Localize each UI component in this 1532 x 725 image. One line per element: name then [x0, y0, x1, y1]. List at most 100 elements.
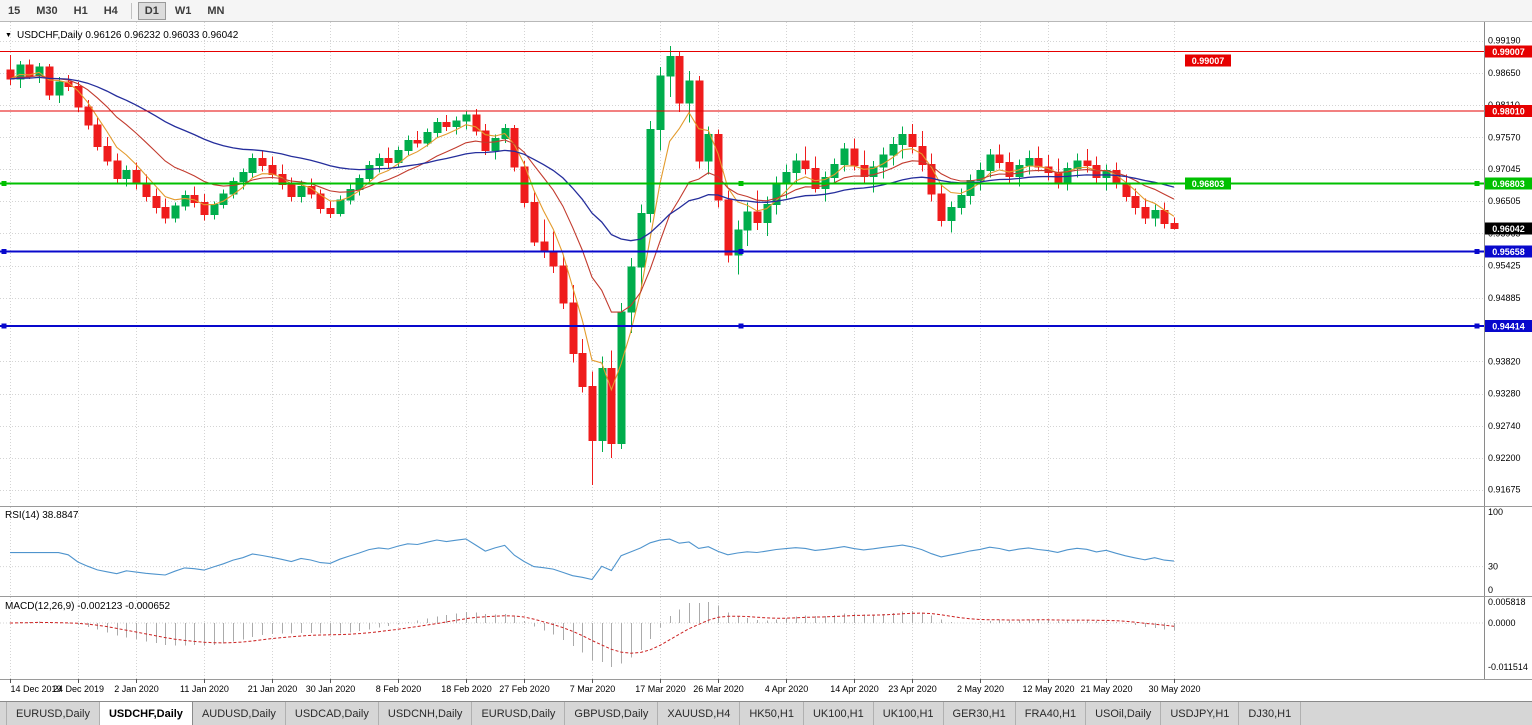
macd-axis-label: 0.005818 — [1488, 597, 1526, 607]
chart-tab-HK50-H1[interactable]: HK50,H1 — [740, 702, 804, 725]
candlesticks — [6, 46, 1179, 486]
date-axis-label: 21 Jan 2020 — [248, 684, 298, 694]
chart-window: 0.990070.968030.991900.986500.981100.975… — [0, 22, 1532, 701]
timeframe-button-H4[interactable]: H4 — [97, 2, 125, 20]
line-handle[interactable] — [738, 180, 744, 186]
date-axis-label: 21 May 2020 — [1080, 684, 1132, 694]
ma-medium — [9, 74, 1175, 313]
date-axis-label: 17 Mar 2020 — [635, 684, 686, 694]
line-handle[interactable] — [738, 323, 744, 329]
panel-titles: ▼ USDCHF,Daily 0.96126 0.96232 0.96033 0.… — [5, 30, 239, 612]
date-axis-label: 11 Jan 2020 — [180, 684, 229, 694]
price-chart-svg: 0.99007 0.968030.991900.986500.981100.975… — [0, 22, 1532, 694]
axes: 0.991900.986500.981100.975700.970450.965… — [0, 22, 1532, 694]
timeframe-button-D1[interactable]: D1 — [137, 1, 166, 20]
chart-price-badge-label: 0.99007 — [1192, 56, 1225, 66]
axis-price-badge — [1485, 319, 1532, 332]
price-axis-label: 0.95425 — [1488, 261, 1521, 271]
date-axis-label: 14 Apr 2020 — [830, 684, 879, 694]
price-axis-label: 0.93820 — [1488, 356, 1521, 366]
line-handle[interactable] — [1, 323, 7, 329]
moving-averages — [9, 71, 1175, 392]
line-handle[interactable] — [738, 249, 744, 255]
line-handle[interactable] — [1474, 249, 1480, 255]
chart-tab-XAUUSD-H4[interactable]: XAUUSD,H4 — [658, 702, 741, 725]
chart-price-badge — [1185, 177, 1231, 190]
timeframe-button-W1[interactable]: W1 — [168, 2, 199, 20]
chart-tabs-bar: EURUSD,Daily USDCHF,Daily AUDUSD,Daily USDC… — [0, 701, 1532, 725]
date-axis-label: 4 Apr 2020 — [765, 684, 809, 694]
chart-tab-EURUSD-Daily[interactable]: EURUSD,Daily — [472, 702, 566, 725]
macd-axis-label: -0.011514 — [1488, 662, 1528, 672]
date-axis-label: 30 May 2020 — [1148, 684, 1200, 694]
ma-slow — [9, 76, 1175, 242]
chart-tab-USDCAD-Daily[interactable]: USDCAD,Daily — [286, 702, 379, 725]
horizontal-levels[interactable]: 0.99007 0.96803 — [0, 51, 1484, 329]
rsi-axis-label: 100 — [1488, 507, 1503, 517]
date-axis-label: 2 May 2020 — [957, 684, 1004, 694]
chart-tab-AUDUSD-Daily[interactable]: AUDUSD,Daily — [193, 702, 286, 725]
axis-price-badge-label: 0.99007 — [1492, 47, 1525, 57]
rsi-line — [10, 538, 1175, 581]
current-price-badge — [1485, 222, 1532, 235]
date-axis-label: 24 Dec 2019 — [53, 684, 104, 694]
timeframe-button-M30[interactable]: M30 — [29, 2, 64, 20]
ma-fast — [9, 71, 1175, 392]
chart-tab-UK100-H1[interactable]: UK100,H1 — [874, 702, 944, 725]
date-axis-label: 8 Feb 2020 — [376, 684, 422, 694]
price-axis-label: 0.93280 — [1488, 389, 1521, 399]
timeframe-buttons: 15 M30 H1 H4 D1 W1 MN — [0, 0, 232, 21]
macd-signal-line — [9, 612, 1175, 654]
chart-tab-USDJPY-H1[interactable]: USDJPY,H1 — [1161, 702, 1240, 725]
macd-panel — [0, 602, 1484, 667]
chart-tab-GBPUSD-Daily[interactable]: GBPUSD,Daily — [565, 702, 659, 725]
rsi-indicator-label: RSI(14) 38.8847 — [5, 510, 79, 521]
price-axis-label: 0.97045 — [1488, 164, 1521, 174]
chart-tab-GER30-H1[interactable]: GER30,H1 — [944, 702, 1016, 725]
axis-price-badge — [1485, 177, 1532, 190]
chart-price-badge — [1185, 54, 1231, 67]
line-handle[interactable] — [1, 180, 7, 186]
toolbar-separator — [130, 2, 132, 19]
axis-price-badge — [1485, 45, 1532, 58]
chart-tab-USOil-Daily[interactable]: USOil,Daily — [1086, 702, 1162, 725]
chart-title: USDCHF,Daily 0.96126 0.96232 0.96033 0.9… — [17, 30, 239, 41]
chart-tab-USDCHF-Daily[interactable]: USDCHF,Daily — [99, 702, 193, 725]
price-axis-label: 0.94885 — [1488, 293, 1521, 303]
timeframe-button-MN[interactable]: MN — [200, 2, 231, 20]
chart-tab-EURUSD-Daily[interactable]: EURUSD,Daily — [6, 702, 100, 725]
rsi-axis-label: 30 — [1488, 562, 1498, 572]
chart-tab-FRA40-H1[interactable]: FRA40,H1 — [1016, 702, 1087, 725]
chart-tab-UK100-H1[interactable]: UK100,H1 — [804, 702, 874, 725]
date-axis-label: 12 May 2020 — [1022, 684, 1074, 694]
timeframe-toolbar: 15 M30 H1 H4 D1 W1 MN — [0, 0, 1532, 22]
price-axis-label: 0.98650 — [1488, 68, 1521, 78]
axis-price-badge — [1485, 105, 1532, 118]
macd-axis-label: 0.0000 — [1488, 618, 1516, 628]
axis-badges: 0.99007 0.98010 0.96803 0.95658 0.94414 0.960… — [1485, 45, 1532, 332]
axis-price-badge-label: 0.96803 — [1492, 179, 1525, 189]
axis-price-badge — [1485, 245, 1532, 258]
price-axis-label: 0.96505 — [1488, 196, 1521, 206]
date-axis-label: 27 Feb 2020 — [499, 684, 550, 694]
price-axis-label: 0.99190 — [1488, 36, 1521, 46]
chart-tab-DJ30-H1[interactable]: DJ30,H1 — [1239, 702, 1302, 725]
chart-grid — [0, 22, 1484, 679]
timeframe-button-15[interactable]: 15 — [1, 2, 27, 20]
chart-dropdown-icon[interactable]: ▼ — [5, 32, 12, 39]
axis-price-badge-label: 0.95658 — [1492, 247, 1525, 257]
date-axis-label: 23 Apr 2020 — [888, 684, 937, 694]
date-axis-label: 2 Jan 2020 — [114, 684, 159, 694]
date-axis-label: 7 Mar 2020 — [570, 684, 616, 694]
date-axis-label: 26 Mar 2020 — [693, 684, 744, 694]
date-axis-label: 18 Feb 2020 — [441, 684, 492, 694]
chart-tab-USDCNH-Daily[interactable]: USDCNH,Daily — [379, 702, 473, 725]
macd-indicator-label: MACD(12,26,9) -0.002123 -0.000652 — [5, 601, 171, 612]
line-handle[interactable] — [1, 249, 7, 255]
timeframe-button-H1[interactable]: H1 — [67, 2, 95, 20]
price-axis-label: 0.97570 — [1488, 132, 1521, 142]
chart-price-badge-label: 0.96803 — [1192, 179, 1225, 189]
axis-price-badge-label: 0.98010 — [1492, 107, 1525, 117]
line-handle[interactable] — [1474, 323, 1480, 329]
line-handle[interactable] — [1474, 180, 1480, 186]
